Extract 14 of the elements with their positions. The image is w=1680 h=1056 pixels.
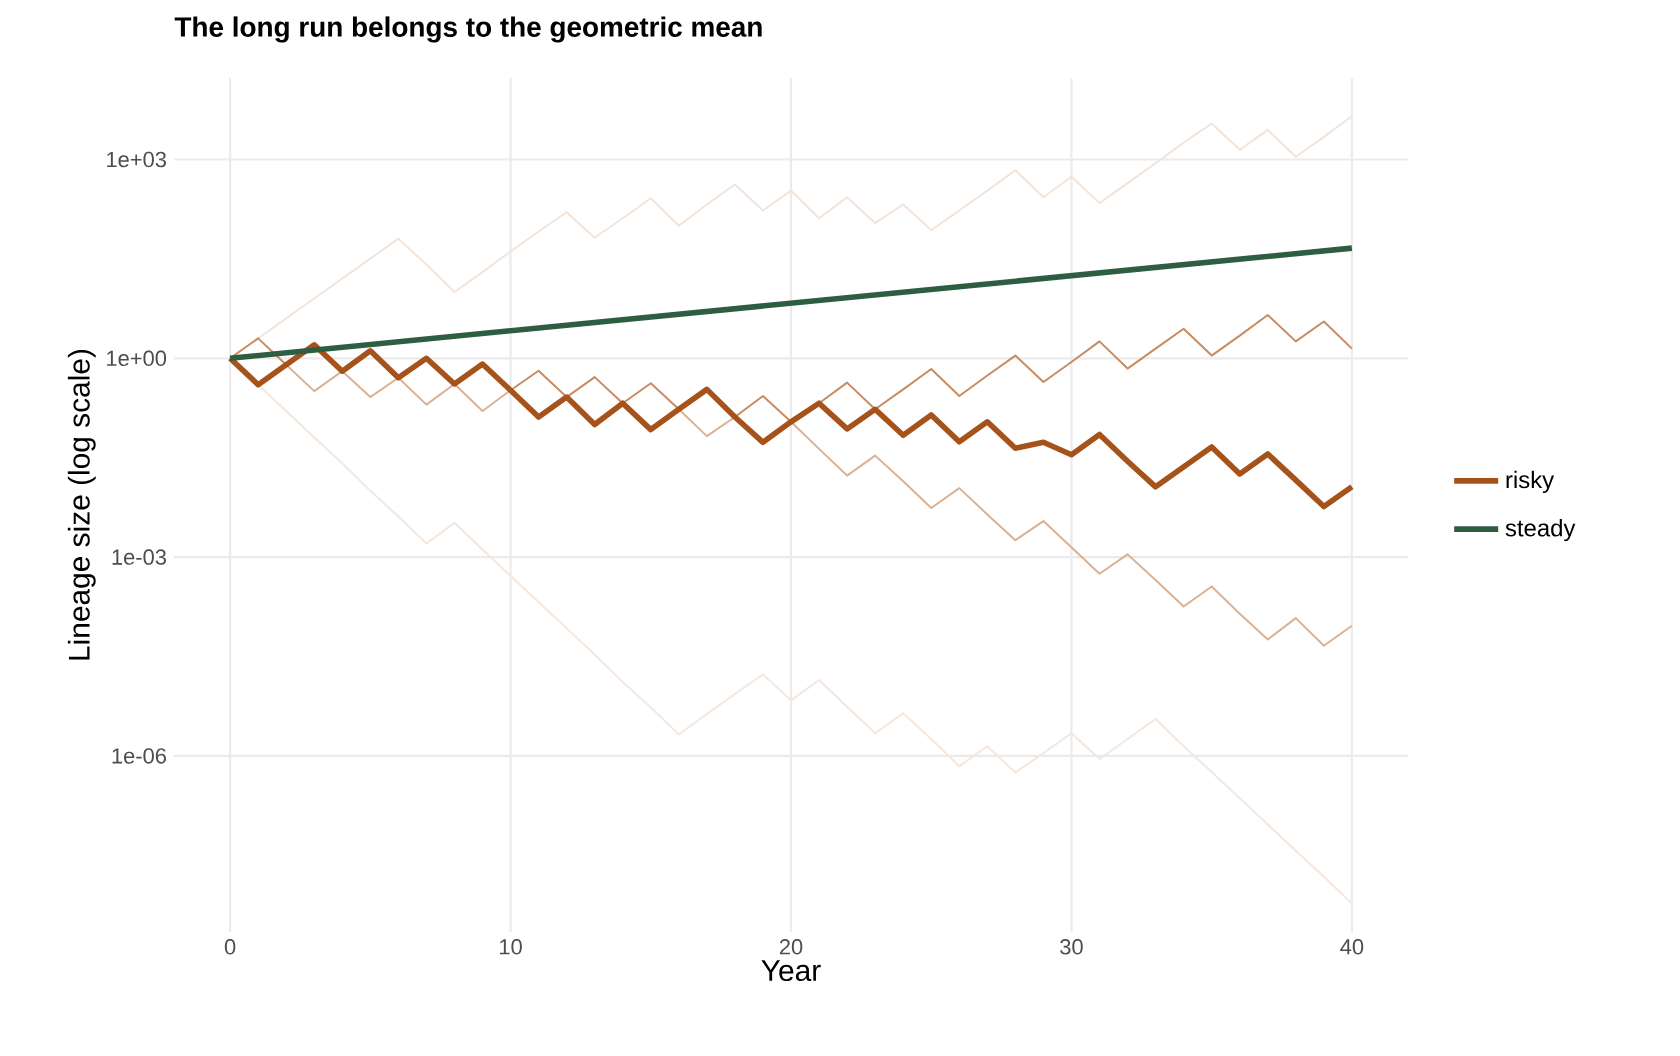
x-tick-label: 0 [224,939,236,955]
y-tick-label: 1e-06 [112,748,166,764]
x-tick-label: 40 [1340,939,1364,955]
y-axis-title: Lineage size (log scale) [67,349,96,660]
x-axis-title: Year [761,960,821,982]
chart-title: The long run belongs to the geometric mean [174,16,762,43]
y-tick-label: 1e-03 [112,549,166,565]
x-tick-label: 30 [1060,939,1083,955]
x-tick-label: 10 [500,939,522,955]
legend-label: risky [1506,470,1555,494]
x-tick-label: 20 [779,939,803,955]
y-tick-label: 1e+00 [107,350,167,367]
legend-label: steady [1505,518,1576,542]
y-tick-label: 1e+03 [107,151,166,168]
